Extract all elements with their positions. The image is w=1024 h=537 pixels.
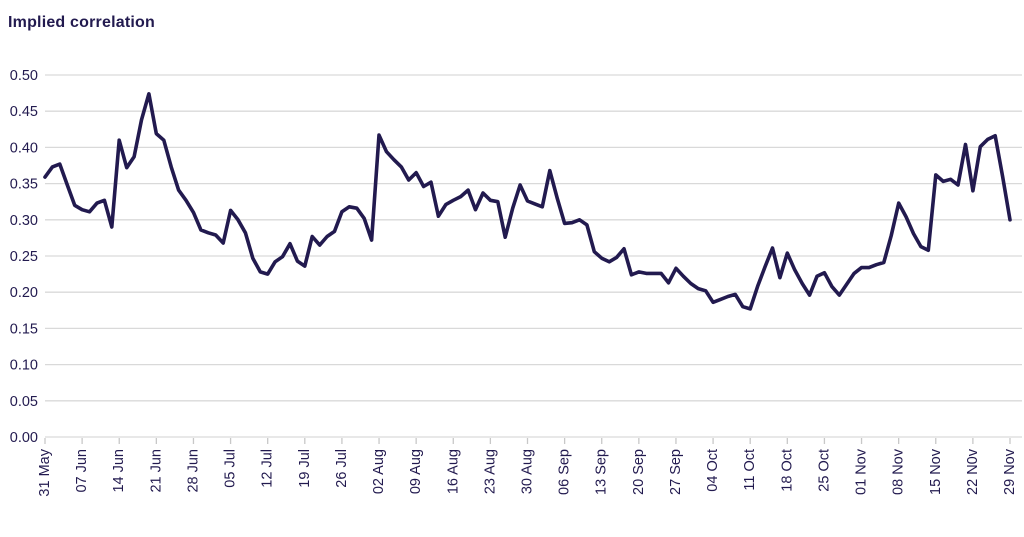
y-axis-tick-label: 0.25	[10, 249, 38, 265]
x-axis-tick-label: 02 Aug	[371, 449, 387, 494]
x-axis-tick-label: 30 Aug	[520, 449, 536, 494]
x-axis-tick-label: 25 Oct	[816, 449, 832, 492]
x-axis-tick-label: 01 Nov	[854, 448, 870, 495]
x-axis-tick-label: 26 Jul	[334, 449, 350, 488]
y-axis-tick-label: 0.00	[10, 430, 38, 446]
x-axis-tick-label: 31 May	[37, 448, 53, 496]
x-axis-tick-label: 14 Jun	[111, 449, 127, 493]
x-axis-tick-label: 20 Sep	[631, 449, 647, 495]
y-axis-tick-label: 0.15	[10, 321, 38, 337]
y-axis-tick-label: 0.20	[10, 285, 38, 301]
x-axis-tick-label: 27 Sep	[668, 449, 684, 495]
x-axis-tick-label: 13 Sep	[594, 449, 610, 495]
chart-title: Implied correlation	[8, 14, 155, 31]
y-axis-tick-label: 0.30	[10, 213, 38, 229]
y-axis-tick-label: 0.35	[10, 177, 38, 193]
y-axis-tick-label: 0.50	[10, 68, 38, 84]
x-axis-tick-label: 29 Nov	[1002, 448, 1018, 495]
x-axis-tick-label: 04 Oct	[705, 449, 721, 492]
x-axis-tick-label: 15 Nov	[928, 448, 944, 495]
x-axis-tick-label: 18 Oct	[779, 449, 795, 492]
x-axis-tick-label: 23 Aug	[482, 449, 498, 494]
y-axis-tick-label: 0.40	[10, 140, 38, 156]
y-axis-tick-label: 0.45	[10, 104, 38, 120]
y-axis-tick-label: 0.10	[10, 358, 38, 374]
x-axis-tick-label: 21 Jun	[148, 449, 164, 493]
implied-correlation-series-line	[43, 92, 1012, 311]
x-axis-tick-label: 12 Jul	[260, 449, 276, 488]
x-axis-tick-label: 11 Oct	[742, 449, 758, 491]
x-axis-tick-label: 22 N0v	[965, 448, 981, 495]
x-axis-tick-label: 08 Nov	[891, 448, 907, 495]
x-axis-tick-label: 16 Aug	[445, 449, 461, 494]
x-axis-tick-label: 28 Jun	[185, 449, 201, 493]
x-axis-tick-label: 19 Jul	[297, 449, 313, 488]
x-axis-tick-label: 06 Sep	[557, 449, 573, 495]
x-axis-tick-label: 05 Jul	[223, 449, 239, 488]
y-axis-tick-label: 0.05	[10, 394, 38, 410]
x-axis-tick-label: 09 Aug	[408, 449, 424, 494]
x-axis-tick-label: 07 Jun	[74, 449, 90, 493]
